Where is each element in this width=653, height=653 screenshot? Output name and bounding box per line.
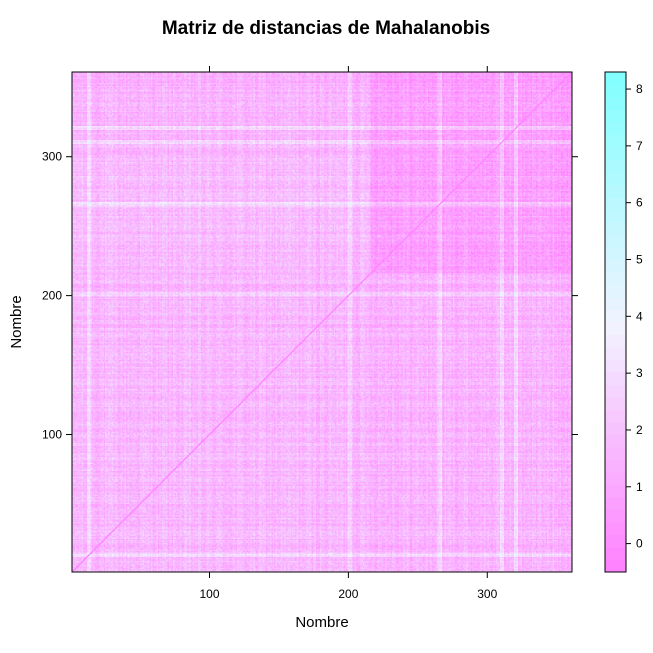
- color-key-band: [605, 384, 626, 398]
- color-key-band: [605, 347, 626, 360]
- color-key-band: [605, 334, 626, 348]
- color-key-band: [605, 234, 626, 248]
- diagonal-line: [71, 71, 573, 573]
- color-key-label: 0: [636, 537, 643, 551]
- color-key-label: 8: [636, 82, 643, 96]
- x-tick-label: 300: [477, 587, 497, 601]
- color-key-band: [605, 372, 626, 385]
- color-key-band: [605, 122, 626, 135]
- color-key-label: 7: [636, 139, 643, 153]
- y-axis-label: Nombre: [8, 295, 25, 348]
- plot-panel: [71, 71, 573, 573]
- color-key-band: [605, 409, 626, 423]
- color-key-label: 4: [636, 309, 643, 323]
- color-key-label: 1: [636, 480, 643, 494]
- color-key-band: [605, 322, 626, 335]
- color-key-band: [605, 434, 626, 448]
- x-tick-label: 100: [199, 587, 219, 601]
- color-key-band: [605, 109, 626, 123]
- color-key-band: [605, 134, 626, 148]
- color-key-band: [605, 472, 626, 485]
- x-axis-ticks: 100 200 300: [199, 66, 498, 601]
- x-axis-label: Nombre: [295, 614, 348, 631]
- color-key-band: [605, 97, 626, 110]
- chart-title: Matriz de distancias de Mahalanobis: [162, 18, 490, 39]
- color-key-band: [605, 484, 626, 498]
- color-key-label: 6: [636, 196, 643, 210]
- color-key-band: [605, 222, 626, 235]
- color-key-band: [605, 497, 626, 510]
- color-key-band: [605, 509, 626, 523]
- color-key-band: [605, 522, 626, 535]
- color-key-band: [605, 147, 626, 160]
- color-key-band: [605, 559, 626, 573]
- color-key-band: [605, 272, 626, 285]
- panel-border: [71, 71, 573, 573]
- color-key-band: [605, 547, 626, 560]
- color-key-band: [605, 172, 626, 185]
- color-key-label: 2: [636, 423, 643, 437]
- color-key-band: [605, 422, 626, 435]
- color-key-band: [605, 309, 626, 323]
- color-key-band: [605, 209, 626, 223]
- color-key-band: [605, 359, 626, 373]
- color-key-label: 5: [636, 253, 643, 267]
- color-key-band: [605, 534, 626, 548]
- color-key-band: [605, 259, 626, 273]
- color-key-band: [605, 197, 626, 210]
- y-tick-label: 100: [42, 428, 62, 442]
- y-tick-label: 200: [42, 289, 62, 303]
- y-tick-label: 300: [42, 150, 62, 164]
- color-key-band: [605, 297, 626, 310]
- color-key-band: [605, 159, 626, 173]
- y-axis-ticks: 100 200 300: [42, 150, 578, 442]
- color-key-band: [605, 459, 626, 473]
- color-key-band: [605, 447, 626, 460]
- color-key-border: [604, 71, 627, 573]
- color-key-band: [605, 84, 626, 98]
- color-key-band: [605, 72, 626, 85]
- color-key-band: [605, 247, 626, 260]
- color-key: 0 1 2 3 4 5 6 7 8: [604, 71, 643, 573]
- color-key-band: [605, 284, 626, 298]
- color-key-label: 3: [636, 366, 643, 380]
- x-tick-label: 200: [338, 587, 358, 601]
- color-key-band: [605, 184, 626, 198]
- color-key-band: [605, 397, 626, 410]
